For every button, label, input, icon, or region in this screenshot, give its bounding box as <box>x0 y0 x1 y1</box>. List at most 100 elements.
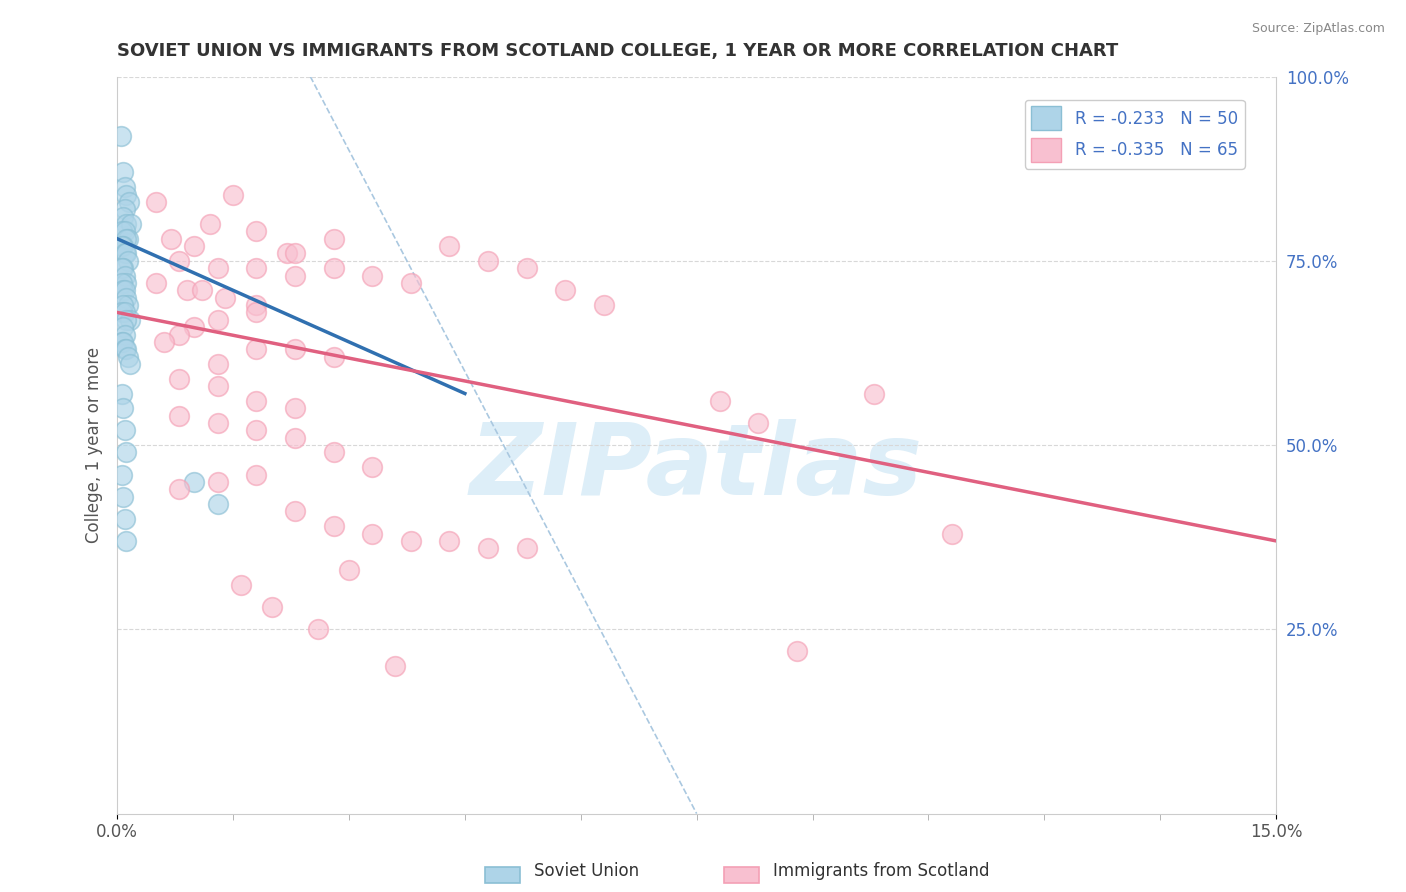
Point <box>114 512 136 526</box>
Point <box>115 232 138 246</box>
Point <box>399 276 422 290</box>
Point <box>120 217 142 231</box>
Point <box>114 327 136 342</box>
Point <box>322 350 344 364</box>
Point <box>747 416 769 430</box>
Text: Source: ZipAtlas.com: Source: ZipAtlas.com <box>1251 22 1385 36</box>
Point <box>245 224 267 238</box>
Point <box>183 239 205 253</box>
Point <box>112 334 135 349</box>
Point <box>709 393 731 408</box>
Point <box>115 217 138 231</box>
Point <box>245 343 267 357</box>
Point <box>322 445 344 459</box>
Point <box>198 217 221 231</box>
Point <box>322 261 344 276</box>
Point <box>516 541 538 556</box>
Point <box>111 386 134 401</box>
Point <box>307 623 329 637</box>
Point <box>322 519 344 533</box>
Point <box>111 224 134 238</box>
Point <box>111 467 134 482</box>
Point <box>118 194 141 209</box>
Point <box>167 409 190 423</box>
Point <box>207 475 229 489</box>
Point <box>114 343 136 357</box>
Point <box>941 526 963 541</box>
Point <box>114 305 136 319</box>
Point <box>145 276 167 290</box>
Point <box>477 253 499 268</box>
Point <box>284 431 307 445</box>
Point <box>399 533 422 548</box>
Point <box>477 541 499 556</box>
Point <box>361 460 384 475</box>
Point <box>260 600 283 615</box>
Point <box>191 283 214 297</box>
Point <box>439 239 461 253</box>
Point <box>284 268 307 283</box>
Point <box>112 239 135 253</box>
Point <box>112 298 135 312</box>
Point <box>322 232 344 246</box>
Point <box>207 416 229 430</box>
Point <box>115 246 138 260</box>
Point <box>276 246 298 260</box>
Point <box>167 483 190 497</box>
Point <box>114 268 136 283</box>
Point <box>115 445 138 459</box>
Point <box>207 497 229 511</box>
Point <box>115 187 138 202</box>
Point <box>115 343 138 357</box>
Point <box>152 334 174 349</box>
Point <box>245 298 267 312</box>
Point <box>167 253 190 268</box>
Point <box>160 232 183 246</box>
Point <box>863 386 886 401</box>
Point <box>115 313 138 327</box>
Point <box>245 393 267 408</box>
Point <box>284 401 307 416</box>
Point <box>245 305 267 319</box>
Point <box>112 320 135 334</box>
Point <box>554 283 576 297</box>
Point <box>284 246 307 260</box>
Point <box>245 423 267 437</box>
Point <box>111 239 134 253</box>
Text: Immigrants from Scotland: Immigrants from Scotland <box>773 862 990 880</box>
Point <box>167 372 190 386</box>
Point <box>214 291 236 305</box>
Point <box>337 563 360 577</box>
Point <box>114 246 136 260</box>
Point <box>361 268 384 283</box>
Point <box>284 504 307 518</box>
Point <box>118 357 141 371</box>
Point <box>112 210 135 224</box>
Point <box>117 350 139 364</box>
Text: Soviet Union: Soviet Union <box>534 862 640 880</box>
Point <box>112 165 135 179</box>
Point <box>114 224 136 238</box>
Point <box>111 276 134 290</box>
Point <box>245 467 267 482</box>
Point <box>117 253 139 268</box>
Point <box>145 194 167 209</box>
Point <box>183 320 205 334</box>
Point <box>117 298 139 312</box>
Point <box>115 276 138 290</box>
Point <box>593 298 616 312</box>
Point <box>245 261 267 276</box>
Point <box>222 187 245 202</box>
Point <box>207 313 229 327</box>
Point <box>176 283 198 297</box>
Point <box>207 357 229 371</box>
Point <box>114 202 136 217</box>
Point <box>115 291 138 305</box>
Point <box>786 644 808 658</box>
Point <box>112 283 135 297</box>
Point <box>117 232 139 246</box>
Point <box>516 261 538 276</box>
Point <box>207 379 229 393</box>
Point <box>284 343 307 357</box>
Point <box>114 180 136 194</box>
